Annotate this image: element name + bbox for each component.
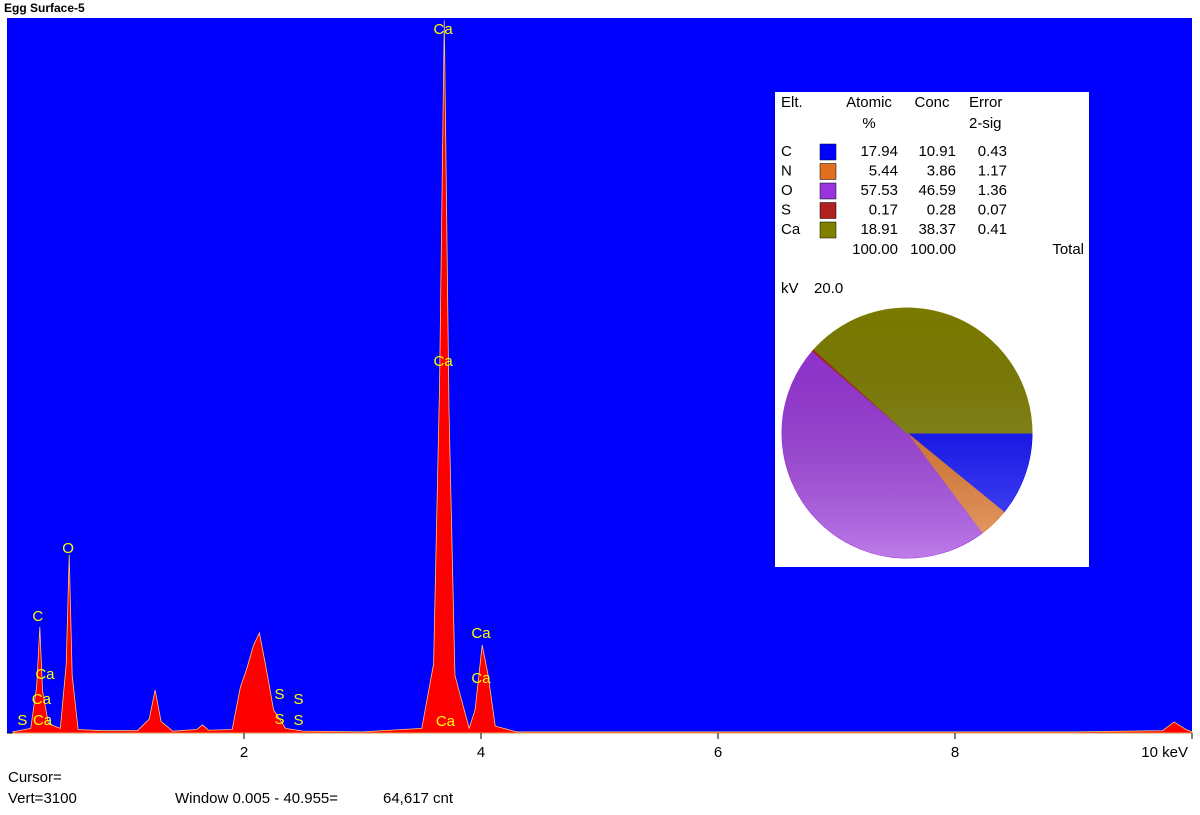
element-swatch bbox=[819, 202, 837, 219]
cursor-readout: Cursor= bbox=[8, 769, 62, 786]
table-header: Conc bbox=[914, 94, 950, 111]
atomic-percent: 17.94 bbox=[860, 143, 898, 160]
x-tick-label: 6 bbox=[714, 744, 722, 761]
table-header: Error bbox=[969, 94, 1002, 111]
atomic-percent: 5.44 bbox=[869, 162, 898, 179]
element-symbol: Ca bbox=[781, 221, 801, 238]
peak-label: Ca bbox=[471, 670, 491, 687]
element-symbol: S bbox=[781, 201, 791, 218]
kv-label: kV bbox=[781, 280, 799, 297]
x-tick-label: 2 bbox=[240, 744, 248, 761]
peak-label: O bbox=[62, 540, 74, 557]
atomic-percent: 57.53 bbox=[860, 182, 898, 199]
error: 0.41 bbox=[978, 221, 1007, 238]
atomic-percent: 18.91 bbox=[860, 221, 898, 238]
x-tick-label: 8 bbox=[951, 744, 959, 761]
x-tick-label: 10 keV bbox=[1141, 744, 1188, 761]
conc: 10.91 bbox=[918, 143, 956, 160]
peak-label: S bbox=[294, 691, 304, 708]
table-header: % bbox=[862, 115, 875, 132]
peak-label: Ca bbox=[436, 713, 456, 730]
total-label: Total bbox=[1052, 241, 1084, 258]
pie-shading bbox=[782, 308, 1032, 558]
peak-label: Ca bbox=[33, 712, 53, 729]
peak-label: S bbox=[294, 712, 304, 729]
conc: 0.28 bbox=[927, 201, 956, 218]
table-header: Atomic bbox=[846, 94, 892, 111]
kv-value: 20.0 bbox=[814, 280, 843, 297]
conc: 3.86 bbox=[927, 162, 956, 179]
conc-total: 100.00 bbox=[910, 241, 956, 258]
conc: 38.37 bbox=[918, 221, 956, 238]
error: 0.07 bbox=[978, 201, 1007, 218]
peak-label: S bbox=[275, 686, 285, 703]
peak-label: S bbox=[17, 712, 27, 729]
atomic-total: 100.00 bbox=[852, 241, 898, 258]
element-symbol: N bbox=[781, 162, 792, 179]
element-symbol: O bbox=[781, 182, 793, 199]
error: 1.17 bbox=[978, 162, 1007, 179]
peak-label: Ca bbox=[35, 666, 55, 683]
peak-label: C bbox=[32, 608, 43, 625]
window-readout: Window 0.005 - 40.955= bbox=[175, 790, 338, 807]
element-symbol: C bbox=[781, 143, 792, 160]
error: 0.43 bbox=[978, 143, 1007, 160]
element-swatch bbox=[819, 182, 837, 200]
window-title: Egg Surface-5 bbox=[4, 1, 85, 15]
spectrum-area bbox=[12, 20, 1193, 734]
peak-label: Ca bbox=[32, 691, 52, 708]
x-tick-label: 4 bbox=[477, 744, 485, 761]
peak-label: S bbox=[275, 711, 285, 728]
table-header: 2-sig bbox=[969, 115, 1002, 132]
element-swatch bbox=[819, 143, 837, 161]
conc: 46.59 bbox=[918, 182, 956, 199]
count-readout: 64,617 cnt bbox=[383, 790, 454, 807]
element-swatch bbox=[819, 221, 837, 239]
peak-label: Ca bbox=[471, 625, 491, 642]
vert-readout: Vert=3100 bbox=[8, 790, 77, 807]
pie-chart bbox=[781, 307, 1033, 559]
results-table: Elt. Atomic% Conc Error 2-sig C 17.94 10.91 0.43… bbox=[781, 94, 1084, 297]
element-swatch bbox=[819, 163, 837, 180]
table-header: Elt. bbox=[781, 94, 803, 111]
error: 1.36 bbox=[978, 182, 1007, 199]
atomic-percent: 0.17 bbox=[869, 201, 898, 218]
peak-label: Ca bbox=[433, 21, 453, 38]
peak-label: Ca bbox=[433, 353, 453, 370]
